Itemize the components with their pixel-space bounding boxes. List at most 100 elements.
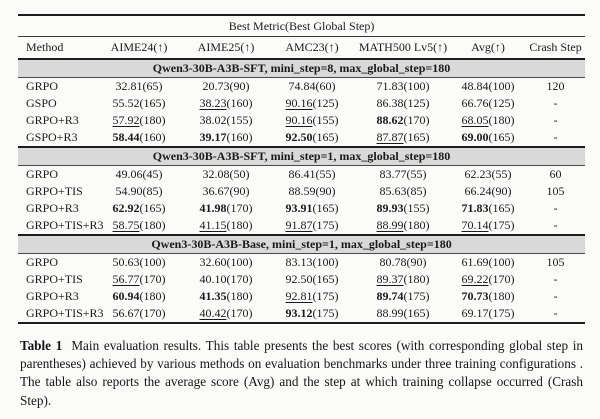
metric-score: 54.90 — [115, 184, 143, 198]
metric-cell: 50.63(100) — [94, 254, 184, 272]
table-row: GSPO+R3 58.44(160) 39.17(160) 92.50(165) 87.… — [18, 129, 585, 147]
metric-global-step: (55) — [491, 167, 512, 181]
metric-global-step: (100) — [226, 255, 253, 269]
metric-global-step: (55) — [315, 167, 336, 181]
metric-global-step: (125) — [488, 96, 515, 110]
method-cell: GSPO — [26, 96, 57, 110]
metric-global-step: (65) — [142, 79, 163, 93]
metric-cell: 89.74(175) — [356, 288, 450, 305]
table-row: GRPO+R3 60.94(180) 41.35(180) 92.81(175) 89.… — [18, 288, 585, 305]
metric-cell: 69.00(165) — [450, 129, 526, 147]
metric-score: 88.99 — [376, 218, 404, 232]
metric-global-step: (165) — [488, 130, 515, 144]
metric-cell: 48.84(100) — [450, 78, 526, 96]
method-cell: GRPO+TIS+R3 — [18, 305, 104, 324]
metric-score: 61.69 — [461, 255, 489, 269]
crash-step-cell: - — [553, 272, 558, 286]
metric-score: 32.81 — [115, 79, 143, 93]
metric-cell: 83.77(55) — [356, 166, 450, 184]
metric-cell: 86.38(125) — [356, 95, 450, 112]
metric-score: 80.78 — [379, 255, 407, 269]
table-row: GRPO 49.06(45) 32.08(50) 86.41(55) 83.77(55)… — [18, 166, 585, 184]
column-header-aime25: AIME25(↑) — [184, 36, 268, 60]
metric-cell: 68.05(180) — [450, 112, 526, 129]
spanner-title: Best Metric(Best Global Step) — [18, 14, 586, 37]
table-row: GRPO+TIS+R3 58.75(180) 41.15(180) 91.87(175… — [18, 217, 585, 235]
table-caption: Table 1 Main evaluation results. This tab… — [20, 337, 583, 410]
metric-score: 39.17 — [199, 130, 227, 144]
metric-cell: 88.62(170) — [356, 112, 450, 129]
crash-step-cell: 105 — [546, 184, 565, 198]
method-cell: GRPO+R3 — [26, 201, 79, 215]
table-row: GRPO+TIS+R3 56.67(170) 40.42(170) 93.12(175… — [18, 305, 586, 324]
metric-global-step: (155) — [226, 113, 253, 127]
column-header-amc23: AMC23(↑) — [268, 36, 356, 60]
metric-cell: 90.16(155) — [268, 112, 356, 129]
metric-score: 89.74 — [376, 289, 404, 303]
method-cell: GRPO — [26, 255, 59, 269]
metric-global-step: (170) — [226, 306, 253, 320]
metric-score: 69.22 — [461, 272, 489, 286]
metric-global-step: (155) — [312, 113, 339, 127]
metric-cell: 70.14(175) — [450, 217, 526, 235]
metric-cell: 61.69(100) — [450, 254, 526, 272]
method-cell: GSPO+R3 — [26, 130, 78, 144]
metric-score: 88.59 — [288, 184, 316, 198]
metric-global-step: (90) — [491, 184, 512, 198]
crash-step-cell: - — [553, 201, 558, 215]
metric-score: 70.73 — [461, 289, 489, 303]
crash-step-cell: 120 — [546, 79, 565, 93]
crash-step-cell: - — [553, 130, 558, 144]
metric-cell: 38.23(160) — [184, 95, 268, 112]
metric-cell: 49.06(45) — [94, 166, 184, 184]
metric-score: 71.83 — [461, 201, 489, 215]
metric-score: 56.67 — [112, 306, 140, 320]
metric-score: 83.77 — [379, 167, 407, 181]
table-row: GRPO 50.63(100) 32.60(100) 83.13(100) 80.78(… — [18, 254, 585, 272]
method-cell: GRPO+TIS — [26, 184, 83, 198]
metric-score: 40.10 — [199, 272, 227, 286]
metric-score: 71.83 — [376, 79, 404, 93]
crash-step-cell: 105 — [546, 255, 565, 269]
metric-global-step: (60) — [315, 79, 336, 93]
results-table-body: Qwen3-30B-A3B-SFT, mini_step=8, max_glob… — [18, 59, 586, 324]
metric-score: 58.44 — [112, 130, 140, 144]
table-row: GRPO+TIS 56.77(170) 40.10(170) 92.50(165) 89… — [18, 271, 585, 288]
metric-global-step: (170) — [403, 113, 430, 127]
metric-score: 89.37 — [376, 272, 404, 286]
metric-score: 50.63 — [112, 255, 140, 269]
metric-cell: 60.94(180) — [94, 288, 184, 305]
metric-score: 38.02 — [199, 113, 227, 127]
metric-score: 48.84 — [461, 79, 489, 93]
method-cell: GRPO+TIS — [26, 272, 83, 286]
metric-cell: 89.37(180) — [356, 271, 450, 288]
metric-score: 32.60 — [199, 255, 227, 269]
section-header-row: Qwen3-30B-A3B-SFT, mini_step=8, max_glob… — [18, 59, 586, 78]
metric-score: 87.87 — [376, 130, 404, 144]
metric-global-step: (170) — [226, 272, 253, 286]
metric-global-step: (180) — [403, 218, 430, 232]
metric-global-step: (165) — [403, 130, 430, 144]
metric-global-step: (45) — [142, 167, 163, 181]
metric-cell: 41.98(170) — [184, 200, 268, 217]
metric-cell: 93.12(175) — [268, 305, 356, 324]
metric-cell: 62.23(55) — [450, 166, 526, 184]
metric-score: 20.73 — [202, 79, 230, 93]
metric-score: 32.08 — [202, 167, 230, 181]
metric-cell: 85.63(85) — [356, 183, 450, 200]
column-header-math500: MATH500 Lv5(↑) — [356, 36, 450, 60]
crash-step-cell: 60 — [549, 167, 562, 181]
metric-cell: 56.77(170) — [94, 271, 184, 288]
column-header-row: Method AIME24(↑) AIME25(↑) AMC23(↑) MATH… — [18, 36, 586, 60]
spanner-row: Best Metric(Best Global Step) — [18, 14, 586, 37]
metric-score: 58.75 — [112, 218, 140, 232]
metric-score: 62.23 — [464, 167, 492, 181]
metric-global-step: (180) — [226, 289, 253, 303]
metric-global-step: (90) — [229, 79, 250, 93]
metric-score: 66.76 — [461, 96, 489, 110]
metric-global-step: (160) — [226, 96, 253, 110]
metric-score: 41.15 — [199, 218, 227, 232]
metric-global-step: (175) — [312, 218, 339, 232]
metric-global-step: (170) — [488, 272, 515, 286]
metric-score: 49.06 — [115, 167, 143, 181]
